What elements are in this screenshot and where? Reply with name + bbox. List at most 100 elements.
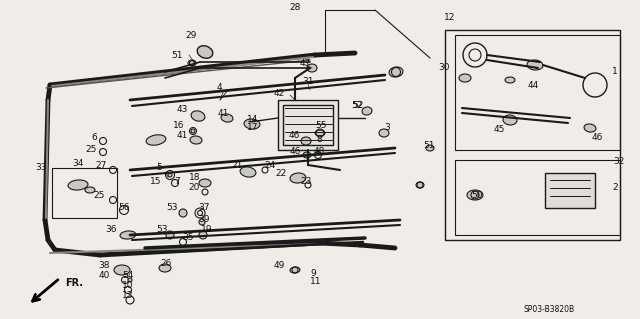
Text: SP03-B3820B: SP03-B3820B: [524, 306, 575, 315]
Ellipse shape: [584, 124, 596, 132]
Ellipse shape: [301, 137, 311, 145]
Ellipse shape: [315, 130, 325, 136]
Bar: [278, 100, 338, 150]
Ellipse shape: [527, 60, 543, 70]
Text: 46: 46: [289, 131, 300, 140]
Text: 44: 44: [528, 81, 540, 91]
Text: 33: 33: [35, 164, 47, 173]
Ellipse shape: [389, 67, 403, 77]
Ellipse shape: [159, 264, 171, 272]
Text: 23: 23: [300, 176, 312, 186]
Text: 56: 56: [118, 203, 129, 211]
Ellipse shape: [199, 219, 205, 225]
Text: 48: 48: [314, 146, 325, 155]
Text: 1: 1: [612, 68, 618, 77]
Text: 4: 4: [216, 84, 222, 93]
Text: 6: 6: [92, 133, 97, 143]
Ellipse shape: [240, 167, 256, 177]
Text: 16: 16: [173, 121, 184, 130]
Text: 2: 2: [612, 183, 618, 192]
Ellipse shape: [197, 46, 212, 58]
Text: 29: 29: [186, 32, 197, 41]
Text: 25: 25: [86, 145, 97, 154]
Text: 8: 8: [316, 136, 322, 145]
Text: 17: 17: [247, 123, 259, 132]
Text: 49: 49: [274, 261, 285, 270]
Ellipse shape: [68, 180, 88, 190]
Ellipse shape: [505, 77, 515, 83]
Text: 40: 40: [99, 271, 110, 279]
Ellipse shape: [166, 231, 174, 239]
Text: 12: 12: [444, 12, 456, 21]
Text: 7: 7: [174, 176, 180, 186]
Text: 32: 32: [613, 158, 625, 167]
Text: 11: 11: [310, 278, 321, 286]
Text: 45: 45: [493, 125, 505, 135]
Text: 5: 5: [156, 164, 162, 173]
Text: 30: 30: [438, 63, 450, 71]
Text: 51: 51: [423, 140, 435, 150]
Text: 53: 53: [166, 204, 178, 212]
Ellipse shape: [191, 111, 205, 121]
Ellipse shape: [503, 115, 517, 125]
Ellipse shape: [85, 187, 95, 193]
Text: 15: 15: [150, 176, 161, 186]
Ellipse shape: [303, 152, 311, 158]
Bar: [52, 168, 117, 218]
Bar: [445, 30, 620, 240]
Text: 42: 42: [274, 88, 285, 98]
Text: 9: 9: [310, 269, 316, 278]
Ellipse shape: [188, 60, 196, 66]
Text: 46: 46: [290, 146, 301, 155]
Ellipse shape: [362, 107, 372, 115]
Text: 10: 10: [122, 280, 134, 290]
Ellipse shape: [290, 173, 306, 183]
Ellipse shape: [199, 179, 211, 187]
Ellipse shape: [128, 278, 132, 282]
Ellipse shape: [120, 231, 136, 239]
Text: 52: 52: [353, 100, 364, 109]
Text: 18: 18: [189, 173, 200, 182]
Text: 43: 43: [177, 106, 188, 115]
Text: 52: 52: [351, 101, 363, 110]
Bar: [455, 35, 620, 150]
Text: 53: 53: [157, 225, 168, 234]
Text: 14: 14: [247, 115, 259, 124]
Text: 54: 54: [122, 271, 133, 279]
Ellipse shape: [191, 129, 195, 133]
Ellipse shape: [179, 209, 187, 217]
Text: 41: 41: [218, 108, 229, 117]
Text: 35: 35: [182, 233, 193, 241]
Ellipse shape: [379, 129, 389, 137]
Text: 3: 3: [384, 123, 390, 132]
Text: 21: 21: [232, 161, 243, 170]
Ellipse shape: [467, 190, 483, 200]
Text: 41: 41: [177, 131, 188, 140]
Text: 31: 31: [302, 78, 314, 86]
Text: 39: 39: [198, 216, 209, 225]
Ellipse shape: [168, 173, 172, 177]
Text: 28: 28: [289, 4, 301, 12]
Text: 25: 25: [93, 191, 105, 201]
Ellipse shape: [426, 145, 434, 151]
Text: 38: 38: [99, 261, 110, 270]
Text: 46: 46: [592, 133, 604, 143]
Text: FR.: FR.: [65, 278, 83, 288]
Ellipse shape: [459, 74, 471, 82]
Ellipse shape: [416, 182, 424, 188]
Text: 27: 27: [95, 160, 107, 169]
Text: 22: 22: [276, 168, 287, 177]
Text: 34: 34: [72, 159, 83, 167]
Ellipse shape: [244, 119, 260, 129]
Text: 26: 26: [160, 258, 172, 268]
Text: 55: 55: [315, 122, 326, 130]
Text: 47: 47: [300, 58, 312, 68]
Text: 37: 37: [198, 204, 209, 212]
Text: 36: 36: [106, 226, 117, 234]
Ellipse shape: [114, 265, 130, 275]
Ellipse shape: [290, 267, 300, 273]
Text: 51: 51: [172, 50, 183, 60]
Text: 50: 50: [472, 190, 483, 199]
Text: 24: 24: [264, 161, 275, 170]
Text: 13: 13: [122, 291, 134, 300]
